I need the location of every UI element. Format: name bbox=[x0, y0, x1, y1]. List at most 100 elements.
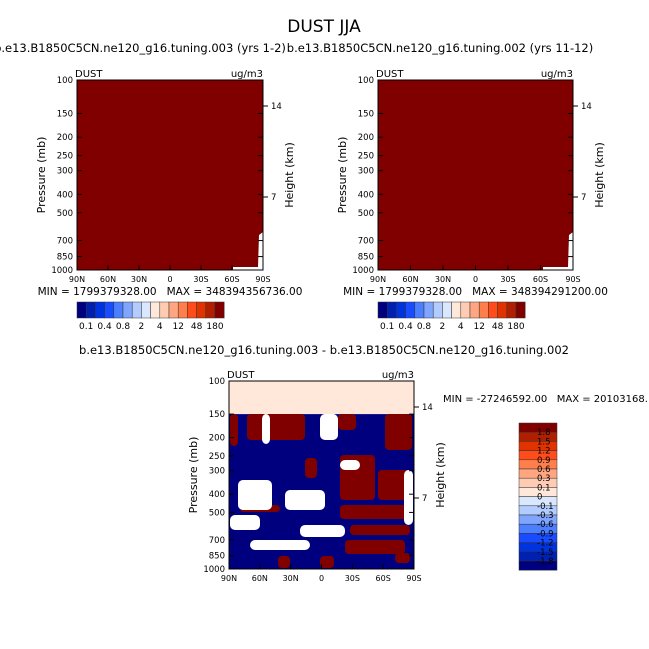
colorbar-box bbox=[76, 301, 87, 319]
positive-contour bbox=[340, 505, 410, 519]
colorbar-box bbox=[414, 301, 425, 319]
colorbar-label: 0.1 bbox=[79, 322, 93, 332]
y-tick-label: 1000 bbox=[203, 565, 225, 575]
y-tick-label: 250 bbox=[358, 152, 374, 162]
colorbar-box bbox=[497, 301, 508, 319]
colorbar-box bbox=[515, 301, 526, 319]
y-tick-label: 700 bbox=[57, 237, 73, 247]
min-max-stats: MIN = 1799379328.00 MAX = 348394291200.0… bbox=[343, 286, 608, 298]
colorbar-box bbox=[488, 301, 498, 319]
y-tick-label: 200 bbox=[209, 434, 225, 444]
y-right-tick-label: 14 bbox=[271, 102, 282, 112]
colorbar-label: 12 bbox=[473, 322, 484, 332]
colorbar-box bbox=[396, 301, 406, 319]
colorbar-box bbox=[104, 301, 115, 319]
colorbar-label: 0.4 bbox=[398, 322, 413, 332]
near-zero-region bbox=[320, 414, 338, 440]
x-tick-label: 90N bbox=[370, 275, 386, 284]
panel-title: b.e13.B1850C5CN.ne120_g16.tuning.003 (yr… bbox=[0, 41, 286, 55]
y-tick-label: 500 bbox=[209, 508, 225, 518]
x-tick-label: 90N bbox=[221, 574, 237, 583]
min-max-stats: MIN = 1799379328.00 MAX = 348394356736.0… bbox=[38, 286, 303, 298]
colorbar-box bbox=[85, 301, 96, 319]
positive-contour bbox=[378, 470, 412, 500]
y-tick-label: 700 bbox=[358, 237, 374, 247]
right-label: ug/m3 bbox=[382, 370, 414, 381]
x-tick-label: 0 bbox=[473, 275, 478, 284]
y-tick-label: 250 bbox=[57, 152, 73, 162]
left-label: DUST bbox=[227, 370, 255, 381]
panel-title: b.e13.B1850C5CN.ne120_g16.tuning.003 - b… bbox=[79, 343, 569, 357]
y-tick-label: 200 bbox=[358, 133, 374, 143]
x-tick-label: 90S bbox=[255, 275, 270, 284]
difference-field bbox=[229, 381, 414, 569]
colorbar-label: 48 bbox=[492, 322, 504, 332]
x-tick-label: 30N bbox=[435, 275, 451, 284]
positive-contour bbox=[345, 540, 405, 554]
colorbar-box bbox=[442, 301, 452, 319]
y-tick-label: 400 bbox=[209, 490, 225, 500]
colorbar-box bbox=[469, 301, 480, 319]
y-right-tick-label: 14 bbox=[581, 102, 592, 112]
colorbar-label: 4 bbox=[458, 322, 464, 332]
upper-band bbox=[229, 381, 414, 415]
y-right-axis-label: Height (km) bbox=[434, 442, 447, 508]
near-zero-region bbox=[230, 515, 260, 530]
x-tick-label: 90S bbox=[406, 574, 421, 583]
colorbar-box bbox=[214, 301, 225, 319]
colorbar-label: 1.5 bbox=[537, 437, 551, 447]
colorbar-box bbox=[506, 301, 517, 319]
positive-contour bbox=[278, 556, 290, 568]
near-zero-region bbox=[404, 470, 413, 525]
y-axis-label: Pressure (mb) bbox=[187, 437, 200, 514]
y-tick-label: 300 bbox=[358, 167, 374, 177]
colorbar-label: -1.5 bbox=[537, 548, 554, 558]
y-tick-label: 400 bbox=[358, 190, 374, 200]
positive-contour bbox=[338, 414, 356, 430]
colorbar-box bbox=[432, 301, 443, 319]
colorbar-box bbox=[95, 301, 105, 319]
x-tick-label: 30S bbox=[500, 275, 515, 284]
colorbar-label: 0.1 bbox=[537, 483, 551, 493]
x-tick-label: 30S bbox=[345, 574, 360, 583]
x-tick-label: 60S bbox=[533, 275, 548, 284]
colorbar-label: 0.3 bbox=[537, 474, 551, 484]
colorbar-label: 0.4 bbox=[97, 322, 112, 332]
colorbar-box bbox=[377, 301, 388, 319]
colorbar-label: 1.8 bbox=[537, 428, 551, 438]
missing-region bbox=[543, 232, 573, 270]
colorbar-label: 0.8 bbox=[116, 322, 131, 332]
y-axis-label: Pressure (mb) bbox=[35, 137, 48, 214]
colorbar-label: 12 bbox=[172, 322, 183, 332]
near-zero-region bbox=[300, 525, 345, 537]
x-tick-label: 0 bbox=[167, 275, 172, 284]
near-zero-region bbox=[340, 460, 360, 470]
left-label: DUST bbox=[75, 69, 103, 80]
y-tick-label: 1000 bbox=[352, 266, 374, 276]
y-right-tick-label: 7 bbox=[422, 494, 427, 504]
colorbar-label: 1.2 bbox=[537, 447, 551, 457]
panel-title: b.e13.B1850C5CN.ne120_g16.tuning.002 (yr… bbox=[287, 41, 593, 55]
y-tick-label: 850 bbox=[57, 253, 73, 263]
panel-2: b.e13.B1850C5CN.ne120_g16.tuning.002 (yr… bbox=[287, 41, 608, 332]
colorbar-label: -0.3 bbox=[537, 511, 554, 521]
colorbar-box bbox=[405, 301, 416, 319]
y-tick-label: 250 bbox=[209, 452, 225, 462]
colorbar-label: 0.9 bbox=[537, 456, 551, 466]
colorbar-box bbox=[423, 301, 434, 319]
near-zero-region bbox=[238, 480, 272, 510]
colorbar-box bbox=[460, 301, 471, 319]
right-label: ug/m3 bbox=[541, 69, 573, 80]
colorbar-box bbox=[168, 301, 179, 319]
x-tick-label: 0 bbox=[319, 574, 324, 583]
y-tick-label: 1000 bbox=[51, 266, 73, 276]
positive-contour bbox=[305, 458, 317, 478]
colorbar-box bbox=[131, 301, 142, 319]
colorbar-box bbox=[159, 301, 170, 319]
positive-contour bbox=[395, 553, 410, 563]
colorbar-box bbox=[187, 301, 197, 319]
positive-contour bbox=[247, 414, 305, 440]
colorbar-box bbox=[141, 301, 151, 319]
colorbar-label: -0.6 bbox=[537, 520, 554, 530]
y-tick-label: 150 bbox=[209, 410, 225, 420]
